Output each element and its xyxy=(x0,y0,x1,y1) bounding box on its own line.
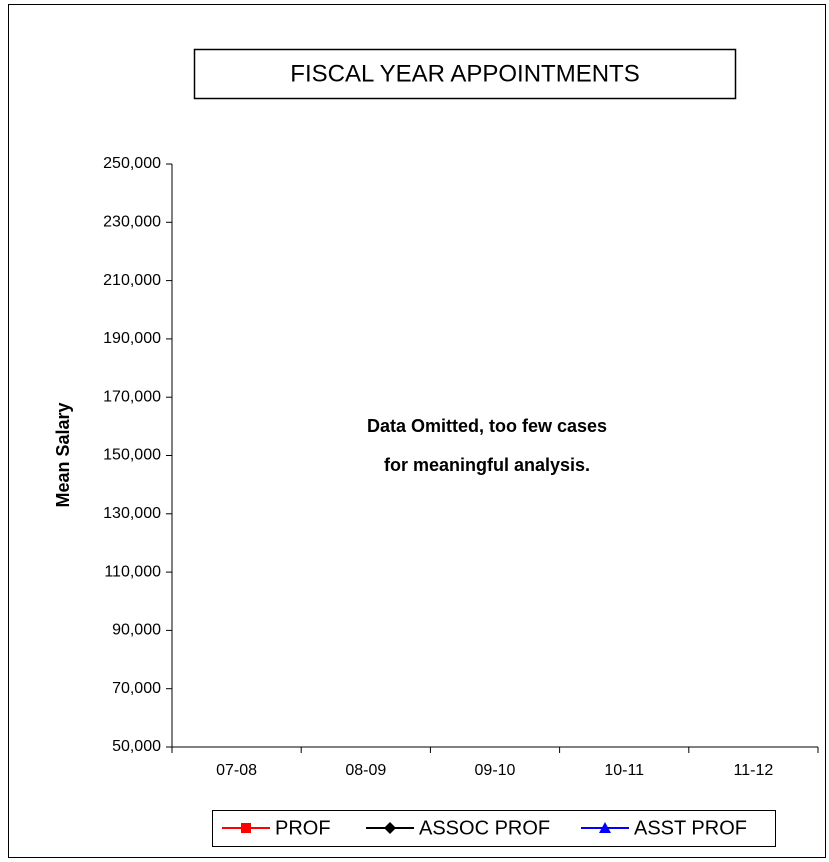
y-tick-label: 50,000 xyxy=(112,738,161,755)
y-tick-label: 150,000 xyxy=(103,447,161,464)
x-tick-label: 11-12 xyxy=(734,762,774,779)
chart-border xyxy=(8,4,826,858)
marker xyxy=(241,823,251,833)
legend-label: PROF xyxy=(275,817,331,839)
y-tick-label: 170,000 xyxy=(103,388,161,405)
y-axis-label: Mean Salary xyxy=(53,402,73,507)
x-tick-label: 08-09 xyxy=(345,762,386,779)
x-tick-label: 07-08 xyxy=(216,762,257,779)
y-tick-label: 210,000 xyxy=(103,272,161,289)
legend-label: ASST PROF xyxy=(634,817,747,839)
y-tick-label: 250,000 xyxy=(103,155,161,172)
y-tick-label: 130,000 xyxy=(103,505,161,522)
marker xyxy=(384,822,396,834)
y-tick-label: 110,000 xyxy=(104,563,161,580)
x-tick-label: 10-11 xyxy=(604,762,644,779)
y-tick-label: 230,000 xyxy=(103,214,161,231)
chart-title: FISCAL YEAR APPOINTMENTS xyxy=(290,60,639,87)
x-tick-label: 09-10 xyxy=(475,762,516,779)
annotation: Data Omitted, too few cases xyxy=(367,416,607,436)
y-tick-label: 90,000 xyxy=(112,622,161,639)
legend-box xyxy=(212,810,776,847)
title-box xyxy=(193,48,737,100)
y-tick-label: 70,000 xyxy=(112,680,161,697)
marker xyxy=(599,822,611,833)
legend-label: ASSOC PROF xyxy=(419,817,550,839)
annotation: for meaningful analysis. xyxy=(384,455,590,475)
y-tick-label: 190,000 xyxy=(103,330,161,347)
